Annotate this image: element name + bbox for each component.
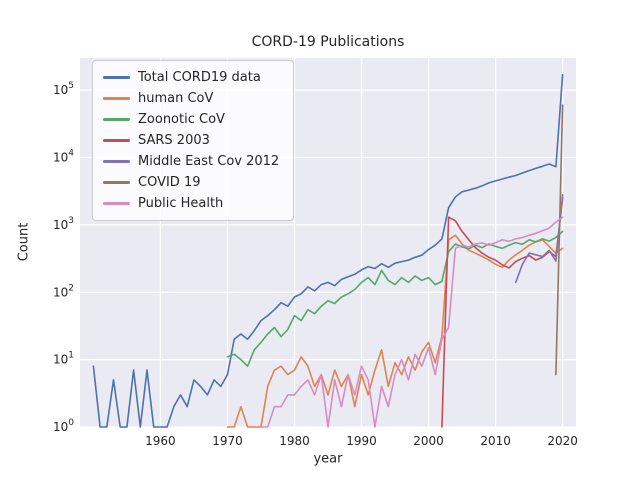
legend: Total CORD19 data human CoV Zoonotic CoV SA… — [92, 60, 295, 221]
y-tick-label: 103 — [53, 216, 74, 232]
legend-item-human-cov: human CoV — [103, 88, 279, 109]
x-tick-label: 1960 — [145, 434, 176, 448]
legend-swatch-covid-19 — [103, 181, 130, 184]
series-line-total-cord19-data — [92, 73, 564, 428]
y-tick-label: 101 — [53, 351, 74, 367]
y-tick-label: 102 — [53, 283, 74, 299]
x-tick-label: 2020 — [547, 434, 578, 448]
legend-label: COVID 19 — [138, 175, 201, 190]
legend-label: Zoonotic CoV — [138, 112, 225, 127]
x-tick-label: 2010 — [480, 434, 511, 448]
legend-swatch-middle-east-cov-2012 — [103, 160, 130, 163]
chart-title: CORD-19 Publications — [251, 34, 405, 50]
y-tick-label: 100 — [53, 418, 74, 434]
legend-swatch-human-cov — [103, 97, 130, 100]
legend-item-total-cord19-data: Total CORD19 data — [103, 67, 279, 88]
legend-label: Middle East Cov 2012 — [138, 154, 280, 169]
legend-swatch-zoonotic-cov — [103, 118, 130, 121]
y-tick-label: 105 — [53, 81, 74, 97]
legend-item-sars-2003: SARS 2003 — [103, 130, 279, 151]
legend-swatch-sars-2003 — [103, 139, 130, 142]
legend-label: Public Health — [138, 196, 224, 211]
x-tick-label: 1970 — [212, 434, 243, 448]
legend-swatch-public-health — [103, 202, 130, 205]
series-line-middle-east-cov-2012 — [514, 194, 564, 284]
y-axis-label: Count — [16, 222, 32, 262]
series-line-zoonotic-cov — [226, 230, 564, 368]
y-tick-label: 104 — [53, 149, 74, 165]
x-tick-label: 1990 — [346, 434, 377, 448]
legend-label: SARS 2003 — [138, 133, 210, 148]
series-line-human-cov — [226, 234, 564, 428]
legend-item-zoonotic-cov: Zoonotic CoV — [103, 109, 279, 130]
legend-swatch-total-cord19-data — [103, 76, 130, 79]
tick-labels: 1960 1970 1980 1990 2000 2010 2020 100 101 102 103… — [53, 81, 578, 448]
x-tick-label: 2000 — [413, 434, 444, 448]
series-line-covid-19 — [555, 104, 564, 376]
series-lines — [92, 73, 564, 428]
legend-label: human CoV — [138, 91, 214, 106]
x-tick-label: 1980 — [279, 434, 310, 448]
legend-item-covid-19: COVID 19 — [103, 172, 279, 193]
x-axis-label: year — [313, 451, 343, 467]
series-line-public-health — [260, 216, 564, 428]
legend-item-middle-east-cov-2012: Middle East Cov 2012 — [103, 151, 279, 172]
legend-item-public-health: Public Health — [103, 193, 279, 214]
legend-label: Total CORD19 data — [138, 70, 261, 85]
